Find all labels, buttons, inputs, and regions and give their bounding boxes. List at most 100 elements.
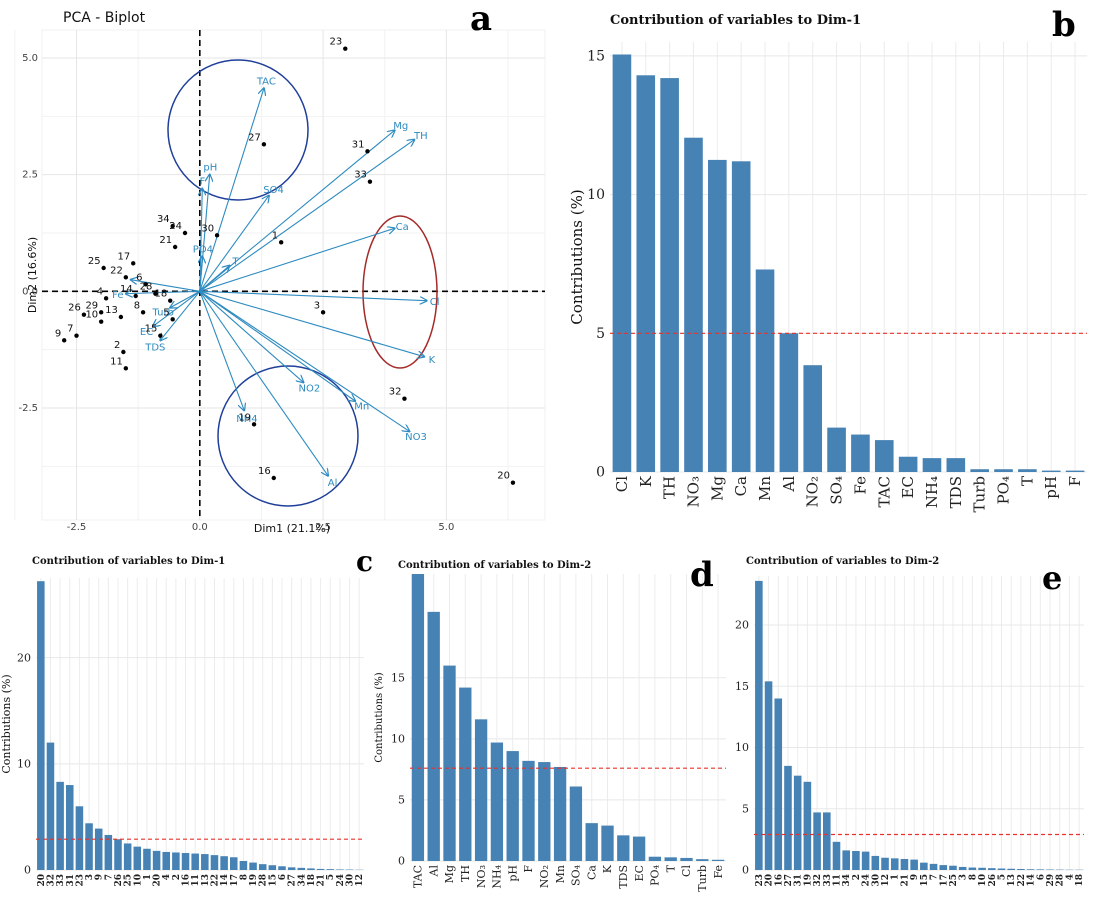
bar-12 bbox=[872, 856, 880, 870]
bar-0 bbox=[412, 574, 424, 861]
sample-point-29 bbox=[99, 310, 103, 314]
bar-5 bbox=[85, 823, 93, 870]
y-tick-label: 0 bbox=[398, 855, 405, 868]
y-tick-label: 5 bbox=[398, 794, 405, 807]
sample-label: 15 bbox=[145, 324, 158, 335]
sample-point-5 bbox=[170, 317, 174, 321]
bar-9 bbox=[554, 767, 566, 861]
chart-title: Contribution of variables to Dim-2 bbox=[398, 560, 591, 571]
bar-2 bbox=[56, 782, 64, 870]
bar-19 bbox=[1066, 471, 1085, 472]
category-label: Mn bbox=[554, 865, 567, 883]
bar-15 bbox=[649, 857, 661, 861]
sample-label: 32 bbox=[389, 387, 402, 398]
bar-5 bbox=[732, 161, 751, 472]
bar-12 bbox=[899, 457, 918, 472]
category-label: 5 bbox=[326, 874, 336, 880]
sample-point-22 bbox=[124, 275, 128, 279]
sample-label: 26 bbox=[68, 303, 81, 314]
sample-point-8 bbox=[141, 310, 145, 314]
category-label: SO₄ bbox=[570, 864, 583, 886]
y-tick-label: 10 bbox=[391, 733, 405, 746]
chart-title: PCA - Biplot bbox=[63, 10, 146, 26]
category-label: 15 bbox=[920, 874, 930, 887]
category-label: 32 bbox=[46, 874, 56, 887]
category-label: Ca bbox=[585, 865, 598, 880]
category-label: 34 bbox=[842, 874, 852, 887]
panel-label-d: d bbox=[690, 558, 714, 592]
category-label: T bbox=[664, 864, 677, 872]
y-tick-label: 15 bbox=[391, 671, 405, 684]
category-label: SO₄ bbox=[828, 476, 846, 505]
sample-label: 11 bbox=[110, 356, 123, 367]
category-label: 24 bbox=[862, 874, 872, 887]
category-label: NH₄ bbox=[923, 476, 941, 508]
sample-label: 16 bbox=[258, 466, 271, 477]
bar-7 bbox=[522, 761, 534, 861]
sample-label: 17 bbox=[117, 251, 130, 262]
bar-2 bbox=[660, 78, 679, 472]
category-label: 7 bbox=[104, 874, 114, 880]
loading-label: TH bbox=[413, 131, 428, 142]
category-label: NH₄ bbox=[491, 864, 504, 888]
loading-label: F bbox=[200, 177, 206, 188]
bar-21 bbox=[959, 867, 967, 870]
bar-13 bbox=[162, 852, 170, 870]
x-tick-label: -2.5 bbox=[67, 522, 87, 533]
category-label: 33 bbox=[56, 874, 66, 887]
category-label: NO₂ bbox=[804, 476, 822, 507]
loading-label: NO2 bbox=[299, 384, 321, 395]
category-label: Cl bbox=[680, 865, 693, 877]
category-label: NO₂ bbox=[538, 865, 551, 888]
bar-22 bbox=[969, 868, 977, 870]
sample-point-18 bbox=[168, 298, 172, 302]
y-tick-label: 0 bbox=[742, 864, 749, 877]
y-tick-label: 20 bbox=[17, 651, 31, 664]
bar-19 bbox=[712, 860, 724, 861]
sample-label: 33 bbox=[354, 170, 367, 181]
sample-point-2 bbox=[121, 350, 125, 354]
bar-14 bbox=[172, 852, 180, 870]
y-axis-label: Contributions (%) bbox=[568, 189, 586, 324]
bar-27 bbox=[298, 868, 306, 870]
bar-11 bbox=[862, 852, 870, 870]
plot-area bbox=[754, 576, 1084, 870]
category-label: Mg bbox=[443, 865, 456, 883]
sample-label: 28 bbox=[140, 282, 153, 293]
category-label: 13 bbox=[201, 874, 211, 887]
sample-point-16 bbox=[272, 476, 276, 480]
sample-point-25 bbox=[101, 266, 105, 270]
category-label: TAC bbox=[412, 865, 425, 888]
bar-23 bbox=[259, 864, 267, 870]
y-axis-label: Contributions (%) bbox=[0, 674, 13, 773]
y-axis-label: Dim2 (16.6%) bbox=[26, 237, 39, 313]
plot-area bbox=[410, 574, 726, 861]
bar-7 bbox=[105, 835, 113, 870]
y-tick-label: 5 bbox=[596, 326, 605, 342]
x-tick-label: 5.0 bbox=[438, 522, 454, 533]
loading-label: PO4 bbox=[193, 244, 213, 255]
sample-label: 24 bbox=[169, 221, 182, 232]
chart-title: Contribution of variables to Dim-2 bbox=[746, 556, 939, 567]
category-label: TAC bbox=[875, 476, 893, 508]
bar-11 bbox=[586, 823, 598, 861]
category-label: TDS bbox=[617, 865, 630, 889]
y-tick-label: 15 bbox=[735, 680, 749, 693]
category-label: 4 bbox=[162, 874, 172, 880]
bar-17 bbox=[680, 858, 692, 861]
bar-0 bbox=[37, 581, 45, 870]
category-label: 11 bbox=[191, 874, 201, 887]
sample-point-27 bbox=[262, 142, 266, 146]
bar-23 bbox=[978, 868, 986, 870]
sample-label: 22 bbox=[110, 265, 123, 276]
sample-label: 19 bbox=[238, 412, 251, 423]
bar-10 bbox=[851, 435, 870, 472]
bar-17 bbox=[920, 863, 928, 870]
loading-label: Al bbox=[328, 478, 338, 489]
x-tick-label: 0.0 bbox=[192, 522, 208, 533]
sample-point-15 bbox=[158, 333, 162, 337]
bar-18 bbox=[930, 864, 938, 870]
sample-label: 7 bbox=[67, 324, 73, 335]
